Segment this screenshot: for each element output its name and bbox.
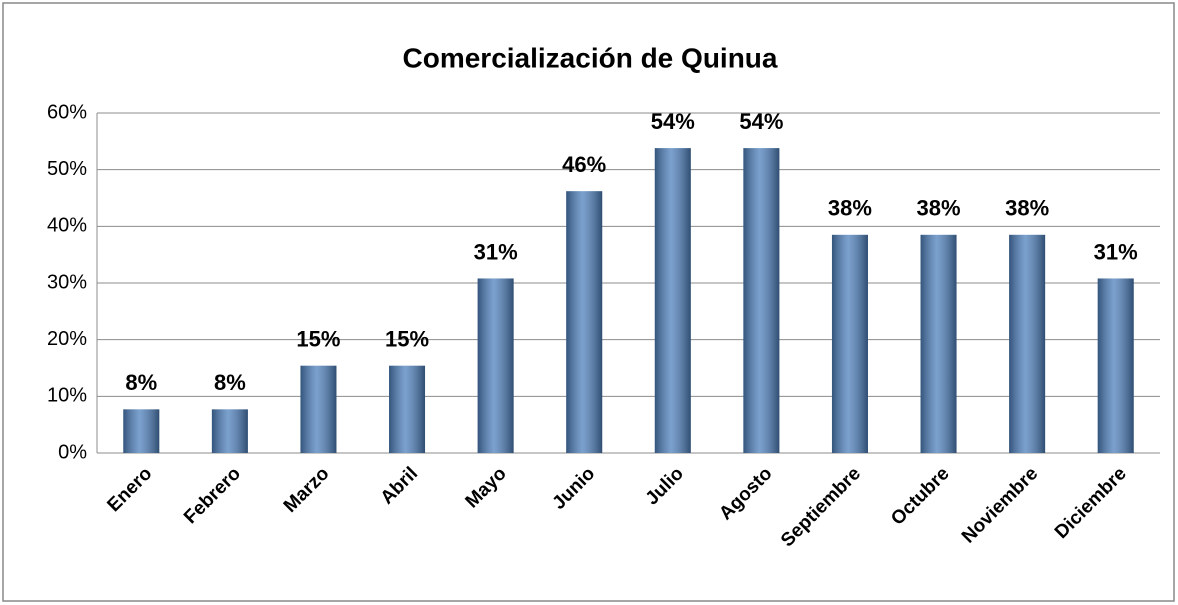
bar-shade <box>477 278 514 453</box>
data-label: 31% <box>474 239 518 264</box>
y-tick-label: 60% <box>47 101 87 123</box>
data-label: 38% <box>917 196 961 221</box>
bar-shade <box>1009 234 1046 453</box>
y-tick-label: 50% <box>47 158 87 180</box>
bar-shade <box>389 365 426 453</box>
data-label: 8% <box>214 370 246 395</box>
bar-shade <box>300 365 337 453</box>
data-label: 54% <box>651 109 695 134</box>
chart-title: Comercialización de Quinua <box>403 42 778 73</box>
data-label: 46% <box>562 152 606 177</box>
y-tick-label: 20% <box>47 328 87 350</box>
y-tick-label: 10% <box>47 385 87 407</box>
data-label: 15% <box>385 327 429 352</box>
bar-shade <box>743 148 780 453</box>
data-label: 15% <box>296 327 340 352</box>
data-label: 38% <box>828 196 872 221</box>
bar-shade <box>1097 278 1134 453</box>
y-tick-label: 0% <box>58 441 87 463</box>
y-tick-label: 40% <box>47 215 87 237</box>
data-label: 38% <box>1005 196 1049 221</box>
bar-shade <box>123 409 160 453</box>
data-label: 31% <box>1094 239 1138 264</box>
y-tick-label: 30% <box>47 271 87 293</box>
bar-shade <box>211 409 248 453</box>
data-label: 54% <box>739 109 783 134</box>
bar-shade <box>654 148 691 453</box>
bar-shade <box>920 234 957 453</box>
data-label: 8% <box>125 370 157 395</box>
bar-shade <box>566 191 603 453</box>
bar-shade <box>831 234 868 453</box>
